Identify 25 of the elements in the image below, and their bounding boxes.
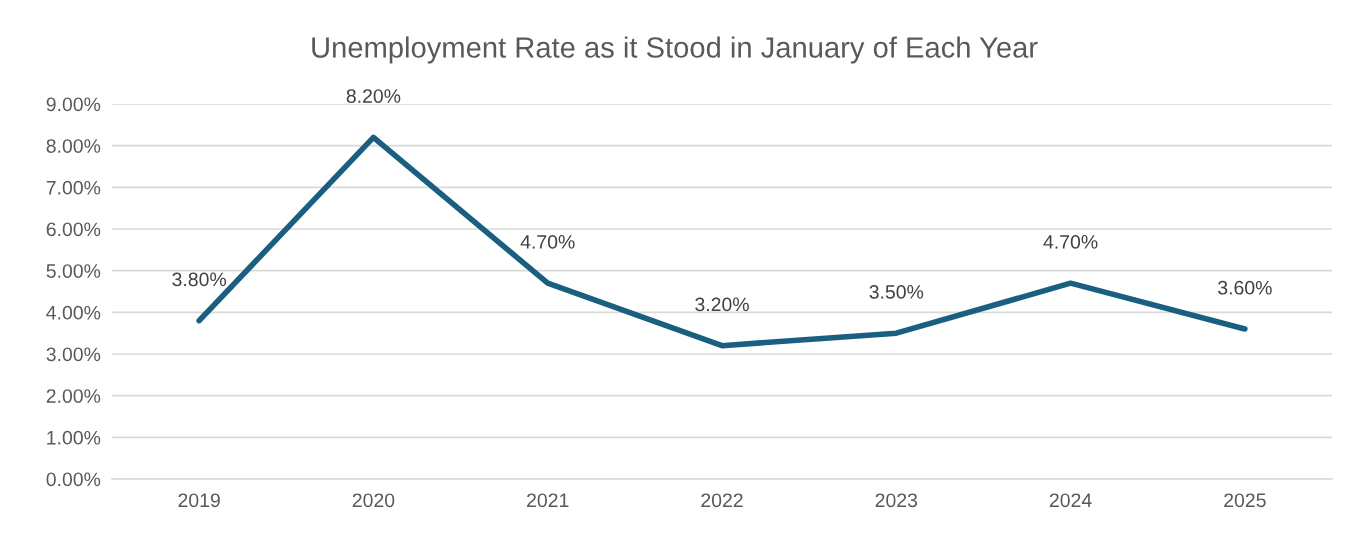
y-tick-label: 3.00% <box>46 347 101 362</box>
x-tick-label: 2024 <box>1049 493 1092 508</box>
data-label: 3.50% <box>869 285 924 299</box>
x-tick-label: 2025 <box>1224 493 1266 508</box>
y-tick-label: 7.00% <box>46 180 101 195</box>
data-label: 3.20% <box>695 297 749 312</box>
data-label: 3.60% <box>1218 280 1272 295</box>
x-tick-label: 2021 <box>527 493 569 508</box>
y-tick-label: 5.00% <box>46 264 101 278</box>
x-tick-label: 2019 <box>178 493 220 508</box>
y-tick-label: 1.00% <box>47 430 101 445</box>
y-tick-label: 0.00% <box>46 472 101 487</box>
data-label: 8.20% <box>346 89 401 103</box>
y-tick-label: 2.00% <box>46 389 101 403</box>
y-tick-label: 6.00% <box>46 222 101 237</box>
data-label: 3.80% <box>172 272 227 287</box>
x-tick-label: 2023 <box>875 493 918 508</box>
y-tick-label: 4.00% <box>46 305 101 320</box>
data-label: 4.70% <box>1043 235 1098 249</box>
y-tick-label: 9.00% <box>46 97 101 112</box>
data-label: 4.70% <box>520 235 575 249</box>
x-tick-label: 2022 <box>701 493 743 508</box>
x-tick-label: 2020 <box>352 493 395 508</box>
y-tick-label: 8.00% <box>46 139 101 153</box>
chart-title: Unemployment Rate as it Stood in January of Each Year <box>312 36 1038 64</box>
